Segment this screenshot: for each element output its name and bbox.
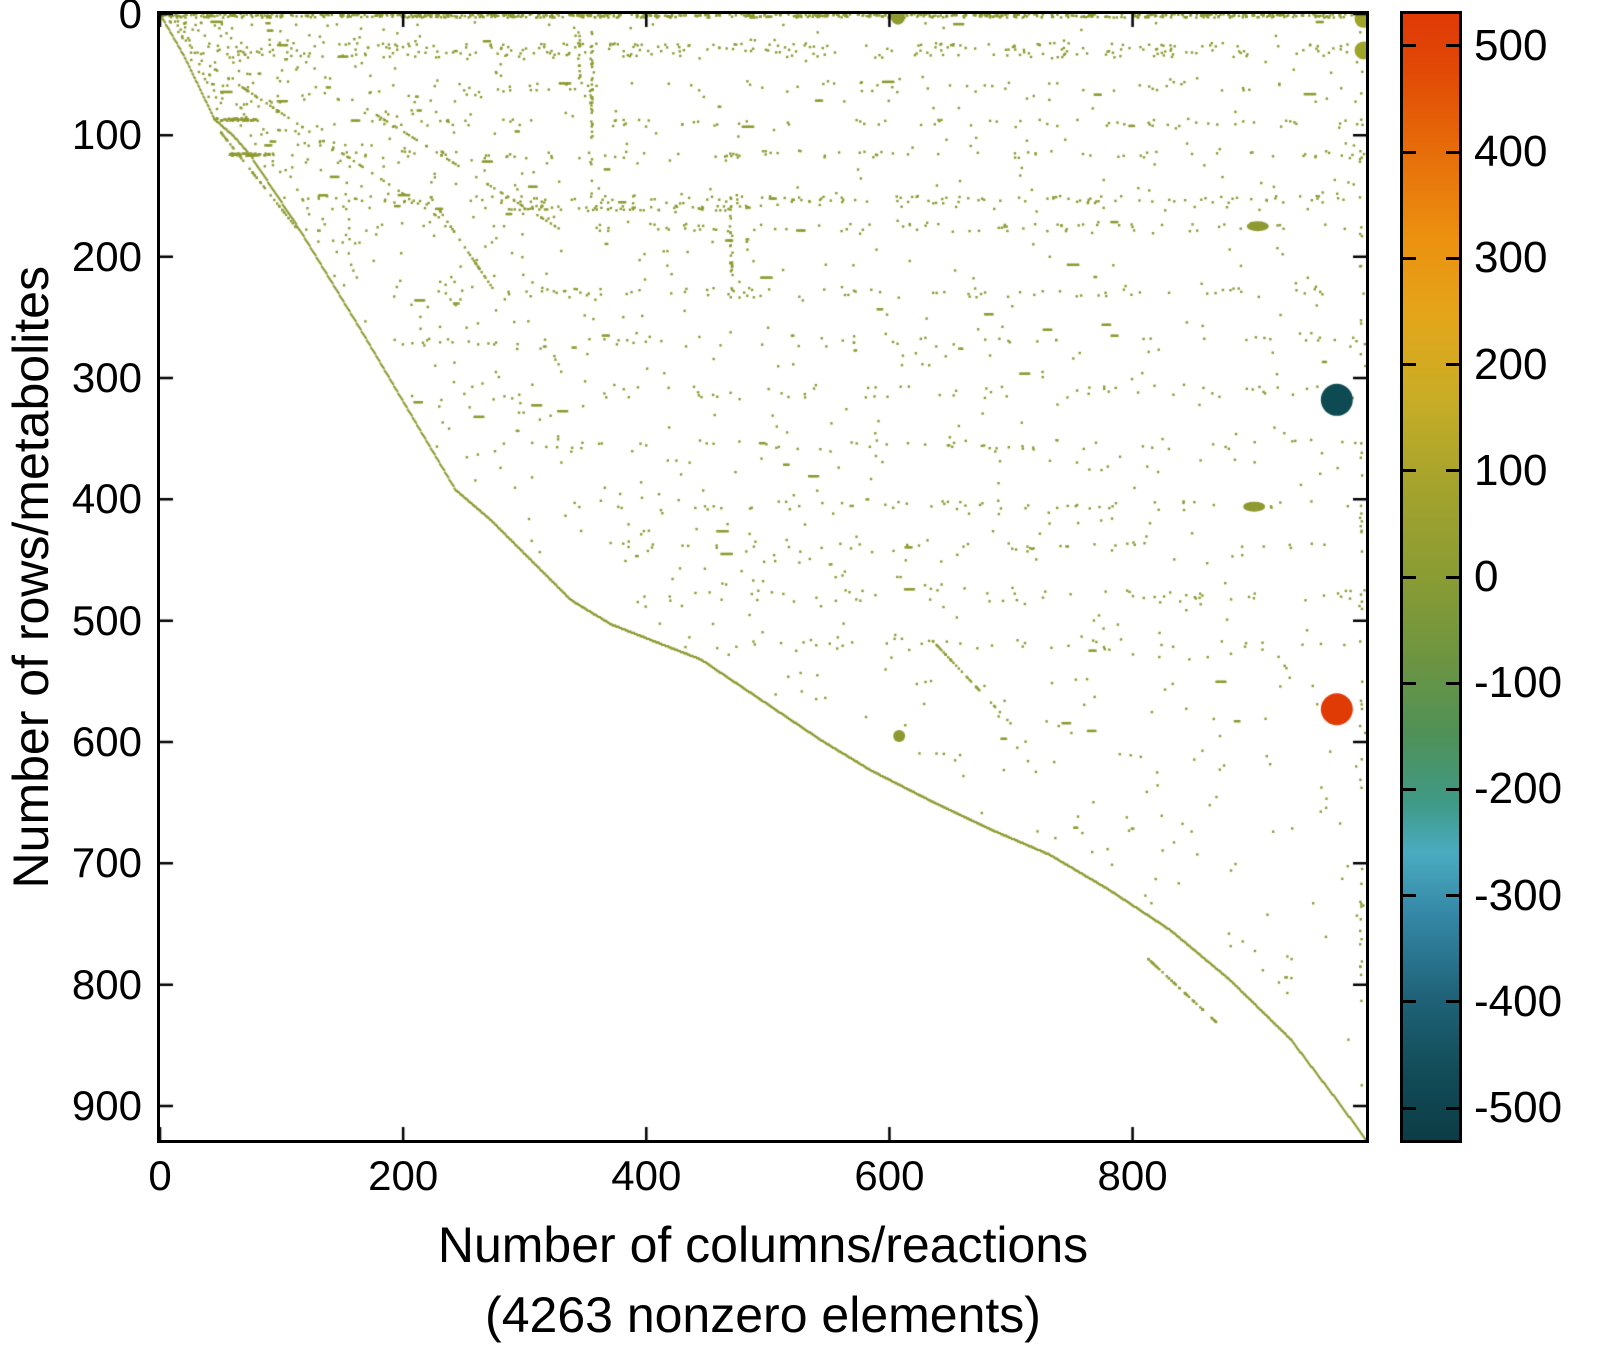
colorbar-tick-mark	[1446, 894, 1459, 898]
y-tick-label: 200	[71, 232, 142, 280]
colorbar-tick-mark	[1403, 1106, 1416, 1110]
y-tick-label: 500	[71, 596, 142, 644]
y-tick-label: 100	[71, 111, 142, 159]
colorbar-tick-mark	[1403, 1000, 1416, 1004]
colorbar-tick-mark	[1446, 575, 1459, 579]
y-tick-label: 700	[71, 839, 142, 887]
colorbar-tick-mark	[1446, 44, 1459, 48]
colorbar-tick-mark	[1446, 1106, 1459, 1110]
colorbar-tick-label: -200	[1474, 764, 1563, 814]
colorbar-tick-mark	[1403, 150, 1416, 154]
colorbar-tick-label: -300	[1474, 870, 1563, 920]
colorbar-tick-mark	[1403, 44, 1416, 48]
y-tick-label: 300	[71, 354, 142, 401]
colorbar-tick-mark	[1446, 363, 1459, 367]
y-tick-label: 800	[71, 960, 142, 1008]
colorbar-tick-label: 500	[1474, 20, 1548, 70]
y-tick-label: 900	[71, 1082, 142, 1130]
y-tick-label: 400	[71, 475, 142, 523]
x-tick-label: 200	[368, 1152, 439, 1199]
colorbar-tick-label: 300	[1474, 233, 1548, 283]
colorbar-tick-mark	[1403, 787, 1416, 791]
y-tick-label: 0	[118, 0, 142, 37]
colorbar-tick-mark	[1403, 256, 1416, 260]
colorbar-tick-label: 100	[1474, 445, 1548, 495]
colorbar-tick-label: -100	[1474, 658, 1563, 708]
colorbar-tick-mark	[1403, 469, 1416, 473]
colorbar-tick-mark	[1446, 469, 1459, 473]
colorbar-tick-label: 400	[1474, 127, 1548, 177]
x-tick-label: 600	[854, 1152, 925, 1199]
colorbar-tick-mark	[1446, 681, 1459, 685]
colorbar-tick-mark	[1403, 681, 1416, 685]
colorbar-tick-mark	[1446, 787, 1459, 791]
colorbar-tick-label: -400	[1474, 976, 1563, 1026]
colorbar-tick-mark	[1446, 256, 1459, 260]
colorbar-tick-label: 0	[1474, 552, 1499, 601]
x-tick-label: 0	[148, 1152, 172, 1199]
colorbar-tick-label: -500	[1474, 1083, 1563, 1133]
y-tick-label: 600	[71, 718, 142, 766]
sparsity-plot-canvas	[160, 14, 1366, 1140]
colorbar-tick-label: 200	[1474, 339, 1548, 389]
x-axis-label-block: Number of columns/reactions (4263 nonzer…	[157, 1210, 1369, 1350]
colorbar-tick-mark	[1403, 363, 1416, 367]
x-axis-label-note: (4263 nonzero elements)	[485, 1287, 1041, 1343]
plot-area	[157, 11, 1369, 1143]
colorbar-tick-mark	[1403, 575, 1416, 579]
colorbar-tick-mark	[1446, 1000, 1459, 1004]
colorbar-tick-mark	[1446, 150, 1459, 154]
x-axis-label: Number of columns/reactions	[437, 1217, 1089, 1273]
colorbar-tick-mark	[1403, 894, 1416, 898]
x-tick-label: 800	[1097, 1152, 1168, 1199]
x-tick-label: 400	[611, 1152, 682, 1199]
